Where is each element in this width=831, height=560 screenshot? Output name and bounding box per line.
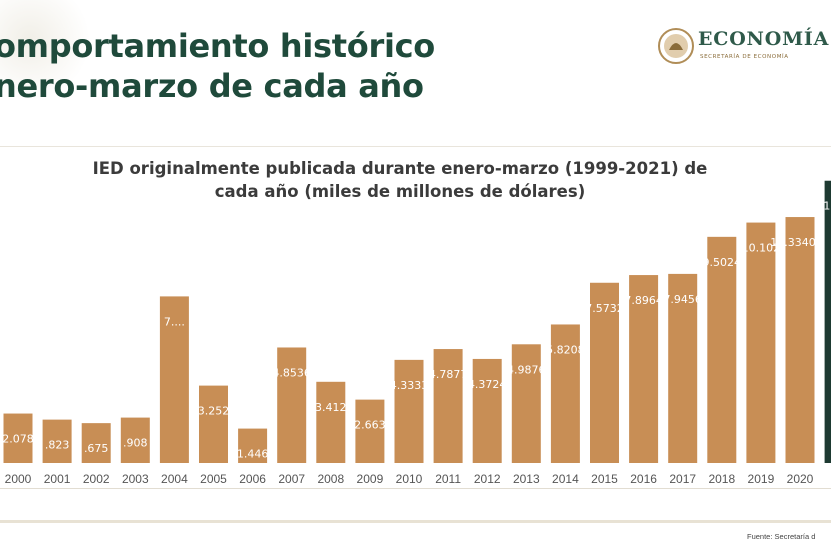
data-label-2012: 4.3724: [468, 378, 507, 391]
x-tick-2010: 2010: [396, 472, 423, 486]
data-label-2002: .675: [84, 442, 109, 455]
header-divider: [0, 146, 831, 147]
data-label-2000: 2.078: [2, 433, 34, 446]
logo: ECONOMÍA SECRETARÍA DE ECONOMÍA: [656, 22, 831, 70]
x-tick-2002: 2002: [83, 472, 110, 486]
bar-2002: [81, 423, 111, 463]
data-label-2: 11.86: [823, 200, 831, 213]
data-label-2009: 2.663: [354, 419, 386, 432]
data-label-2018: 9.5024: [703, 256, 742, 269]
bar-2015: [590, 282, 619, 463]
bar-2011: [433, 349, 463, 463]
data-label-2013: 4.9876: [507, 363, 546, 376]
chart-title: IED originalmente publicada durante ener…: [40, 157, 760, 203]
coat-of-arms-icon: [658, 28, 694, 64]
x-tick-2015: 2015: [591, 472, 618, 486]
x-tick-2004: 2004: [161, 472, 188, 486]
bar-chart: 2.078 2000 .823 2001 .675 2002 .908 2003 7.... 20…: [2, 180, 831, 486]
bar-2007: [277, 347, 307, 463]
data-label-2017: 7.9456: [663, 293, 702, 306]
bar-2014: [550, 324, 580, 463]
bar-2018: [707, 236, 737, 463]
x-tick-2011: 2011: [435, 472, 461, 486]
x-tick-2016: 2016: [630, 472, 657, 486]
bar-2020: [785, 217, 815, 463]
bar-2003: [120, 417, 150, 463]
x-tick-2005: 2005: [200, 472, 227, 486]
x-tick-2001: 2001: [44, 472, 71, 486]
data-label-2007: 4.8536: [272, 366, 311, 379]
data-label-2016: 7.8964: [624, 294, 663, 307]
bar-2012: [472, 358, 502, 463]
bar-2008: [316, 381, 346, 463]
logo-subtitle: SECRETARÍA DE ECONOMÍA: [700, 54, 789, 60]
data-label-2015: 7.5732: [585, 302, 624, 315]
data-label-2019: 10.102: [742, 242, 781, 255]
x-tick-2003: 2003: [122, 472, 149, 486]
data-label-2005: 3.252: [198, 405, 230, 418]
page-title: omportamiento histórico nero-marzo de ca…: [0, 26, 435, 106]
page-title-line2: nero-marzo de cada año: [0, 67, 424, 105]
decorative-pattern: [0, 0, 90, 130]
bar-2006: [238, 428, 268, 463]
data-label-2006: 1.446: [237, 448, 269, 461]
x-tick-2008: 2008: [317, 472, 344, 486]
logo-name: ECONOMÍA: [698, 28, 830, 50]
bar-2019: [746, 222, 776, 463]
bar-2017: [668, 273, 698, 463]
data-label-2008: 3.412: [315, 401, 347, 414]
page-title-line1: omportamiento histórico: [0, 27, 435, 65]
x-tick-2018: 2018: [708, 472, 735, 486]
x-tick-2013: 2013: [513, 472, 540, 486]
data-label-2014: 5.8208: [546, 343, 585, 356]
x-tick-2019: 2019: [748, 472, 775, 486]
x-tick-2014: 2014: [552, 472, 579, 486]
chart-title-line2: cada año (miles de millones de dólares): [214, 182, 586, 201]
data-label-2001: .823: [45, 439, 70, 452]
data-label-2020: 10.334038: [770, 236, 830, 249]
bar-2005: [199, 385, 228, 463]
source-note: Fuente: Secretaría d: [747, 532, 816, 541]
bar-2000: [3, 413, 33, 463]
chart-title-line1: IED originalmente publicada durante ener…: [92, 159, 708, 178]
data-label-2010: 4.3333: [390, 379, 429, 392]
x-tick-2000: 2000: [5, 472, 32, 486]
x-tick-2017: 2017: [669, 472, 696, 486]
x-tick-2020: 2020: [787, 472, 814, 486]
x-tick-2006: 2006: [239, 472, 266, 486]
x-tick-2009: 2009: [357, 472, 384, 486]
data-label-2003: .908: [123, 437, 148, 450]
x-tick-2012: 2012: [474, 472, 501, 486]
data-label-2011: 4.7877: [429, 368, 468, 381]
bar-2010: [394, 359, 424, 463]
bar-2013: [511, 344, 541, 463]
bar-2016: [629, 275, 659, 463]
bar-2009: [355, 399, 385, 463]
bar-2: [824, 180, 831, 463]
footer-band: [0, 520, 831, 523]
chart-divider: [0, 488, 831, 489]
bar-2001: [42, 419, 72, 463]
bar-2004: [159, 296, 189, 463]
x-tick-2007: 2007: [278, 472, 305, 486]
data-label-2004: 7....: [164, 315, 185, 328]
